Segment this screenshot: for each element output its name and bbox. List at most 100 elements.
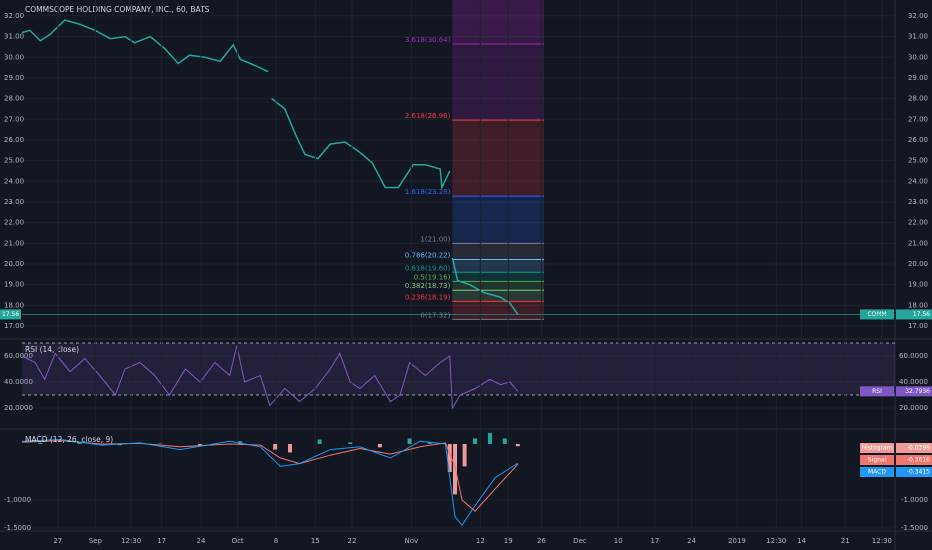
fib-zone <box>452 301 545 320</box>
fib-zone <box>452 272 545 282</box>
y-tick-label: 29.00 <box>4 74 24 82</box>
y-tick-label: 26.00 <box>4 136 24 144</box>
y-tick-label: -1.5000 <box>4 524 31 532</box>
histogram-bar <box>427 442 432 444</box>
histogram-bar <box>348 442 353 444</box>
pane-title: MACD (12, 26, close, 9) <box>25 435 113 444</box>
value-tag <box>896 309 932 320</box>
y-tick-label: 18.00 <box>4 301 24 309</box>
y-tick-label: 17.00 <box>908 322 928 330</box>
fib-zone <box>452 120 545 197</box>
rsi-band <box>22 342 895 395</box>
histogram-bar <box>447 443 452 472</box>
y-tick-label: 21.00 <box>908 239 928 247</box>
y-tick-label: 60.0000 <box>899 352 928 360</box>
value-tag-text: 17.56 <box>2 311 19 318</box>
y-tick-label: 20.0000 <box>899 404 928 412</box>
y-tick-label: 30.00 <box>4 53 24 61</box>
y-tick-label: 19.00 <box>4 281 24 289</box>
fib-zone <box>452 44 545 121</box>
fib-label: 0.236(18.19) <box>405 293 451 301</box>
histogram-bar <box>515 443 520 447</box>
y-tick-label: 29.00 <box>908 74 928 82</box>
y-tick-label: 25.00 <box>4 157 24 165</box>
histogram-bar <box>453 443 458 495</box>
value-tag <box>896 455 932 465</box>
y-tick-label: 27.00 <box>4 115 24 123</box>
name-tag <box>860 467 894 477</box>
x-tick-label: 8 <box>274 537 278 545</box>
histogram-bar <box>462 443 467 467</box>
name-tag-text: Signal <box>868 457 887 464</box>
y-tick-label: -1.0000 <box>901 496 928 504</box>
histogram-bar <box>198 443 203 447</box>
histogram-bar <box>317 439 322 444</box>
y-tick-label: 31.00 <box>4 33 24 41</box>
x-tick-label: 17 <box>650 537 659 545</box>
histogram-bar <box>77 442 82 444</box>
y-tick-label: 32.00 <box>908 12 928 20</box>
x-tick-label: 12:30 <box>121 537 141 545</box>
y-tick-label: 21.00 <box>4 239 24 247</box>
histogram-bar <box>273 443 278 450</box>
y-tick-label: 28.00 <box>4 95 24 103</box>
series-line <box>21 438 519 527</box>
y-tick-label: 19.00 <box>908 281 928 289</box>
fib-label: 0.5(19.16) <box>414 273 451 281</box>
histogram-bar <box>117 443 122 446</box>
y-tick-label: 22.00 <box>4 219 24 227</box>
fib-label: 1(21.00) <box>420 235 450 243</box>
y-tick-label: 40.0000 <box>4 378 33 386</box>
series-line <box>21 345 519 410</box>
x-tick-label: 12:30 <box>872 537 892 545</box>
x-tick-label: 12 <box>476 537 485 545</box>
name-tag-text: RSI <box>872 388 882 395</box>
x-tick-label: 12:30 <box>766 537 786 545</box>
value-tag-text: -0.3415 <box>907 469 930 476</box>
fib-label: 0(17.32) <box>420 311 450 319</box>
histogram-bar <box>487 432 492 444</box>
value-tag-text: 17.56 <box>913 311 930 318</box>
name-tag <box>860 443 894 453</box>
histogram-bar <box>473 438 478 444</box>
fib-label: 0.382(18.73) <box>405 282 451 290</box>
fib-label: 2.618(26.96) <box>405 112 451 120</box>
y-tick-label: 31.00 <box>908 33 928 41</box>
x-tick-label: 24 <box>197 537 206 545</box>
y-tick-label: 24.00 <box>4 177 24 185</box>
value-tag <box>0 309 21 320</box>
y-tick-label: -1.0000 <box>4 496 31 504</box>
y-tick-label: 60.0000 <box>4 352 33 360</box>
histogram-bar <box>288 443 293 453</box>
y-tick-label: 24.00 <box>908 177 928 185</box>
y-tick-label: 23.00 <box>4 198 24 206</box>
x-tick-label: 26 <box>537 537 546 545</box>
histogram-bar <box>502 438 507 444</box>
x-tick-label: Sep <box>89 537 103 545</box>
x-tick-label: 19 <box>504 537 513 545</box>
x-tick-label: 10 <box>614 537 623 545</box>
fib-zone <box>452 259 545 273</box>
y-tick-label: 17.00 <box>4 322 24 330</box>
value-tag <box>896 386 932 397</box>
name-tag-text: Histogram <box>861 445 892 452</box>
y-tick-label: 20.00 <box>908 260 928 268</box>
x-tick-label: 17 <box>157 537 166 545</box>
fib-zone <box>452 243 545 260</box>
fib-label: 3.618(30.64) <box>405 36 451 44</box>
y-tick-label: 26.00 <box>908 136 928 144</box>
y-tick-label: -1.5000 <box>901 524 928 532</box>
x-tick-label: 15 <box>311 537 320 545</box>
pane-title: COMMSCOPE HOLDING COMPANY, INC., 60, BAT… <box>25 5 210 14</box>
y-tick-label: 30.00 <box>908 53 928 61</box>
fib-zone <box>452 0 545 45</box>
value-tag-text: -0.3616 <box>907 457 930 464</box>
value-tag <box>896 443 932 453</box>
x-tick-label: Dec <box>573 537 587 545</box>
x-tick-label: 22 <box>348 537 357 545</box>
histogram-bar <box>157 443 162 444</box>
x-tick-label: 24 <box>687 537 696 545</box>
x-tick-label: 27 <box>53 537 62 545</box>
value-tag <box>896 467 932 477</box>
y-tick-label: 25.00 <box>908 157 928 165</box>
